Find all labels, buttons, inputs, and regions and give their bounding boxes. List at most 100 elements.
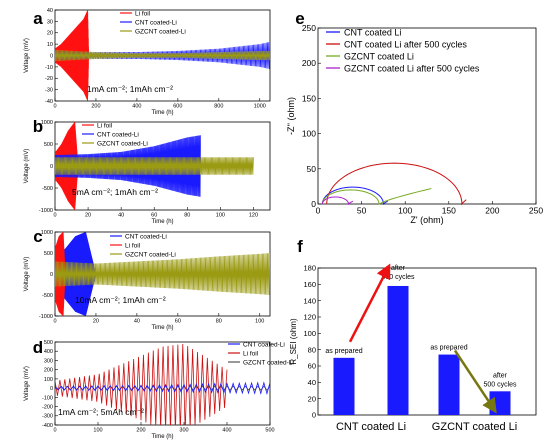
y-tick-label: 0: [50, 272, 53, 278]
x-tick-label: 0: [53, 428, 56, 434]
nyquist-curve: [321, 188, 432, 205]
legend-label: GZCNT coated-Li: [125, 252, 176, 259]
x-tick-label: 1000: [254, 104, 266, 110]
x-tick-label: 60: [151, 213, 157, 219]
x-tick-label: 40: [134, 319, 140, 325]
y-tick-label: 80: [308, 345, 316, 354]
y-tick-label: 100: [303, 329, 316, 338]
y-tick-label: 500: [44, 251, 53, 257]
y-tick-label: 100: [44, 377, 53, 383]
y-tick-label: 0: [312, 411, 316, 420]
legend-label: GZCNT coated-Li: [97, 141, 148, 148]
panel-annotation: 1mA cm⁻²; 1mAh cm⁻²: [87, 84, 173, 94]
x-tick-label: 80: [184, 213, 190, 219]
panel-label-d: d: [33, 338, 43, 357]
x-tick-label: 40: [118, 213, 124, 219]
panel-label-a: a: [33, 9, 43, 28]
y-tick-label: 200: [302, 58, 316, 68]
y-axis-label: Voltage (mV): [24, 149, 30, 184]
legend-label: GZCNT coated Li: [344, 52, 414, 62]
y-tick-label: 40: [308, 378, 316, 387]
plot-frame: [317, 267, 537, 416]
x-tick-label: 20: [93, 319, 99, 325]
legend-label: GZCNT coated-Li: [135, 29, 186, 36]
y-axis-label: -Z'' (ohm): [286, 97, 296, 135]
y-tick-label: -20: [45, 76, 53, 82]
panel-annotation: 1mA cm⁻²; 5mAh cm⁻²: [58, 407, 144, 417]
bar: [489, 391, 511, 415]
legend-label: CNT coated Li: [344, 28, 401, 38]
bar: [387, 285, 409, 415]
series-line: [55, 49, 270, 62]
y-tick-label: 300: [44, 358, 53, 364]
bar-label: after: [391, 265, 406, 272]
legend-label: CNT coated-Li: [97, 132, 139, 139]
bar-label: 500 cycles: [381, 274, 415, 281]
x-tick-label: 100: [93, 428, 102, 434]
decrease-arrow: [453, 349, 497, 414]
legend-label: GZCNT coated-Li: [243, 360, 294, 367]
panel-f: 0 20 40 60 80 100 120 140 160 180 R_SEI (ohm) as pr…: [289, 263, 537, 433]
x-tick-label: 0: [53, 104, 56, 110]
bar: [333, 357, 355, 415]
increase-arrow: [348, 263, 391, 343]
panel-label-b: b: [33, 117, 43, 136]
x-tick-label: 0: [316, 206, 321, 216]
y-tick-label: 20: [308, 394, 316, 403]
x-tick-label: 250: [529, 206, 543, 216]
y-tick-label: 50: [307, 164, 317, 174]
category-label: CNT coated Li: [336, 421, 406, 433]
x-tick-label: 100: [216, 213, 225, 219]
y-tick-label: -1000: [39, 314, 53, 320]
y-tick-label: -1000: [39, 208, 53, 214]
x-axis-label: Z' (ohm): [410, 215, 443, 225]
y-tick-label: 10: [47, 42, 53, 48]
x-tick-label: 800: [214, 104, 223, 110]
x-tick-label: 200: [136, 428, 145, 434]
x-tick-label: 200: [91, 104, 100, 110]
y-tick-label: 160: [303, 280, 316, 289]
y-tick-label: -200: [42, 404, 53, 410]
legend-label: CNT coated-Li: [243, 342, 285, 349]
y-tick-label: 60: [308, 362, 316, 371]
x-axis-label: Time (h): [151, 219, 173, 225]
y-tick-label: 250: [302, 23, 316, 33]
y-tick-label: 140: [303, 296, 316, 305]
y-tick-label: -500: [42, 293, 53, 299]
legend-label: Li foil: [125, 243, 141, 250]
y-axis-label: Voltage (mV): [24, 366, 30, 401]
x-tick-label: 60: [175, 319, 181, 325]
y-tick-label: 1000: [41, 230, 53, 236]
legend-label: CNT coated Li after 500 cycles: [344, 40, 467, 50]
legend-label: Li foil: [135, 11, 151, 18]
y-tick-label: 500: [44, 340, 53, 346]
y-tick-label: 400: [44, 349, 53, 355]
x-tick-label: 120: [249, 213, 258, 219]
legend-label: CNT coated-Li: [125, 234, 167, 241]
y-tick-label: -100: [42, 395, 53, 401]
x-tick-label: 100: [398, 206, 412, 216]
panel-label-e: e: [295, 9, 304, 28]
nyquist-curve: [321, 196, 354, 206]
bar-label: as prepared: [325, 348, 362, 355]
y-tick-label: -400: [42, 423, 53, 429]
y-tick-label: -30: [45, 88, 53, 94]
x-axis-label: Time (h): [151, 434, 173, 440]
y-tick-label: 1000: [41, 120, 53, 126]
panel-d: -400 -300 -200 -100 0 100 200 300 400 500 0 100 200 3…: [24, 340, 294, 440]
plot-frame: [317, 27, 537, 205]
y-tick-label: 0: [50, 386, 53, 392]
x-axis-label: Time (h): [151, 110, 173, 116]
y-tick-label: 0: [50, 53, 53, 59]
y-tick-label: -10: [45, 65, 53, 71]
y-axis-label: R_SEI (ohm): [289, 318, 298, 365]
x-tick-label: 150: [442, 206, 456, 216]
y-tick-label: -500: [42, 186, 53, 192]
bar-label: after: [493, 372, 508, 379]
y-tick-label: 120: [303, 313, 316, 322]
x-tick-label: 400: [132, 104, 141, 110]
panel-label-c: c: [33, 227, 42, 246]
x-tick-label: 100: [255, 319, 264, 325]
